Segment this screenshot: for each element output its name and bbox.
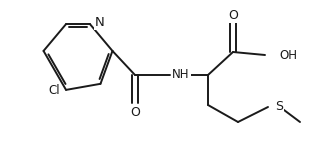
Text: O: O [130,106,140,118]
Text: S: S [275,100,283,112]
Text: NH: NH [172,67,190,81]
Text: O: O [228,9,238,21]
Text: Cl: Cl [49,84,60,97]
Text: OH: OH [279,49,297,61]
Text: N: N [95,16,105,29]
